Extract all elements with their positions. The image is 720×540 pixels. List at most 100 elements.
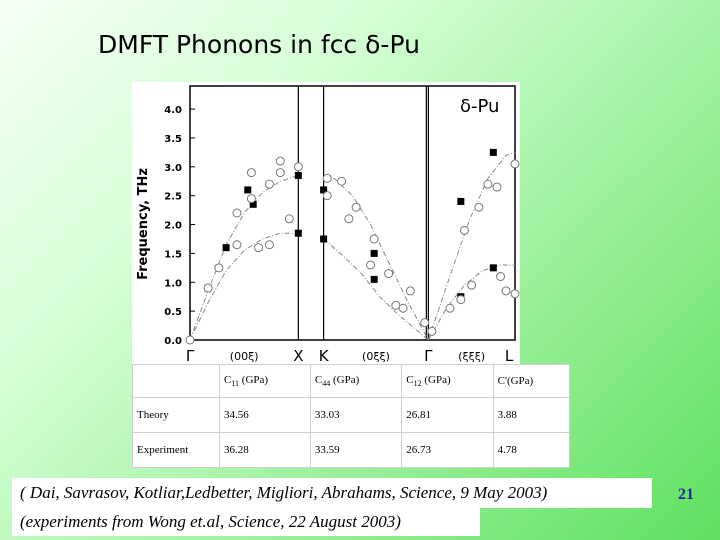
y-axis-label: Frequency, THz (136, 168, 151, 280)
y-tick-label: 1.5 (164, 249, 182, 260)
experiment-point (445, 303, 455, 313)
experiment-point (254, 243, 264, 253)
table-header-c44: C44 (GPa) (309, 364, 403, 398)
experiment-point (405, 286, 415, 296)
slide-number: 21 (678, 486, 694, 503)
symmetry-point-label: Γ (424, 347, 433, 364)
theory-point (489, 148, 497, 156)
table-header-blank (132, 364, 220, 398)
theory-point (320, 235, 328, 243)
table-cell: 36.28 (219, 432, 311, 468)
dispersion-curve (427, 264, 515, 341)
phonon-chart: 0.0 0.5 1.0 1.5 2.0 2.5 3.0 3.5 4.0 Γ X K Γ L (00ξ) (0ξ… (132, 82, 520, 364)
dispersion-curve (189, 175, 299, 341)
dispersion-curve (323, 238, 429, 341)
theory-point (294, 229, 302, 237)
y-tick-label: 0.0 (164, 336, 182, 347)
experiment-point (510, 159, 520, 169)
table-header-c11: C11 (GPa) (219, 364, 311, 398)
table-header-row: C11 (GPa) C44 (GPa) C12 (GPa) C'(GPa) (132, 364, 571, 398)
theory-point (244, 186, 252, 194)
experiment-point (322, 191, 332, 201)
slide-title: DMFT Phonons in fcc δ-Pu (98, 30, 420, 59)
experiment-point (351, 202, 361, 212)
experiment-point (456, 295, 466, 305)
y-tick-label: 4.0 (164, 105, 182, 116)
experiment-point (459, 225, 469, 235)
plot-frame (189, 85, 516, 341)
table-cell: 26.73 (401, 432, 494, 468)
experiment-point (384, 269, 394, 279)
experiment-citation: (experiments from Wong et.al, Science, 2… (12, 508, 480, 536)
experiment-point (293, 162, 303, 172)
experiment-point (337, 176, 347, 186)
direction-label: (00ξ) (230, 350, 259, 363)
experiment-point (275, 168, 285, 178)
experiment-point (214, 263, 224, 273)
theory-point (320, 186, 328, 194)
dispersion-curve (323, 177, 429, 341)
experiment-point (232, 208, 242, 218)
experiment-point (492, 182, 502, 192)
experiment-point (474, 202, 484, 212)
citation: ( Dai, Savrasov, Kotliar,Ledbetter, Migl… (12, 478, 652, 508)
experiment-point (246, 194, 256, 204)
y-tick-label: 3.0 (164, 163, 182, 174)
symmetry-point-label: X (293, 347, 303, 364)
experiment-point (366, 260, 376, 270)
theory-point (294, 171, 302, 179)
experiment-point (427, 326, 437, 336)
theory-point (489, 264, 497, 272)
table-cell: 33.59 (309, 432, 403, 468)
direction-label: (0ξξ) (362, 350, 390, 363)
table-cell: 33.03 (309, 397, 403, 433)
table-header-c12: C12 (GPa) (401, 364, 494, 398)
dispersion-curve (427, 151, 516, 341)
symmetry-point-label: Γ (186, 347, 195, 364)
y-tick-label: 0.5 (164, 307, 182, 318)
y-tick-label: 2.5 (164, 192, 182, 203)
dispersion-curve (189, 232, 299, 341)
theory-point (370, 249, 378, 257)
table-row: Theory 34.56 33.03 26.81 3.88 (132, 397, 571, 433)
experiment-point (344, 214, 354, 224)
experiment-point (398, 303, 408, 313)
experiment-point (203, 283, 213, 293)
experiment-point (246, 168, 256, 178)
experiment-point (185, 335, 195, 345)
table-cell: 34.56 (219, 397, 311, 433)
row-label: Theory (132, 397, 220, 433)
y-tick-label: 3.5 (164, 134, 182, 145)
y-tick-label: 1.0 (164, 278, 182, 289)
experiment-point (420, 318, 430, 328)
experiment-point (322, 173, 332, 183)
table-row: Experiment 36.28 33.59 26.73 4.78 (132, 432, 571, 468)
symmetry-point-label: L (505, 347, 514, 364)
phonon-chart-svg: 0.0 0.5 1.0 1.5 2.0 2.5 3.0 3.5 4.0 Γ X K Γ L (00ξ) (0ξ… (136, 85, 520, 364)
elastic-constants-table: C11 (GPa) C44 (GPa) C12 (GPa) C'(GPa) Th… (132, 364, 571, 468)
table-cell: 3.88 (492, 397, 571, 433)
chart-title: δ-Pu (460, 96, 499, 117)
theory-point (370, 275, 378, 283)
experiment-point (496, 272, 506, 281)
experiment-point (483, 179, 493, 189)
experiment-point (264, 179, 274, 189)
experiment-point (275, 156, 285, 166)
table-cell: 4.78 (492, 432, 571, 468)
symmetry-point-label: K (319, 347, 330, 364)
table-header-cprime: C'(GPa) (492, 364, 571, 398)
experiment-point (284, 214, 294, 224)
row-label: Experiment (132, 432, 220, 468)
experiment-point (467, 280, 477, 290)
theory-point (457, 197, 465, 205)
experiment-point (369, 234, 379, 244)
experiment-point (264, 240, 274, 250)
experiment-point (501, 286, 511, 296)
y-tick-label: 2.0 (164, 221, 182, 232)
theory-point (222, 244, 230, 252)
theory-point (249, 200, 257, 208)
experiment-point (510, 289, 520, 299)
experiment-point (232, 240, 242, 250)
table-cell: 26.81 (401, 397, 494, 433)
direction-label: (ξξξ) (458, 350, 485, 363)
